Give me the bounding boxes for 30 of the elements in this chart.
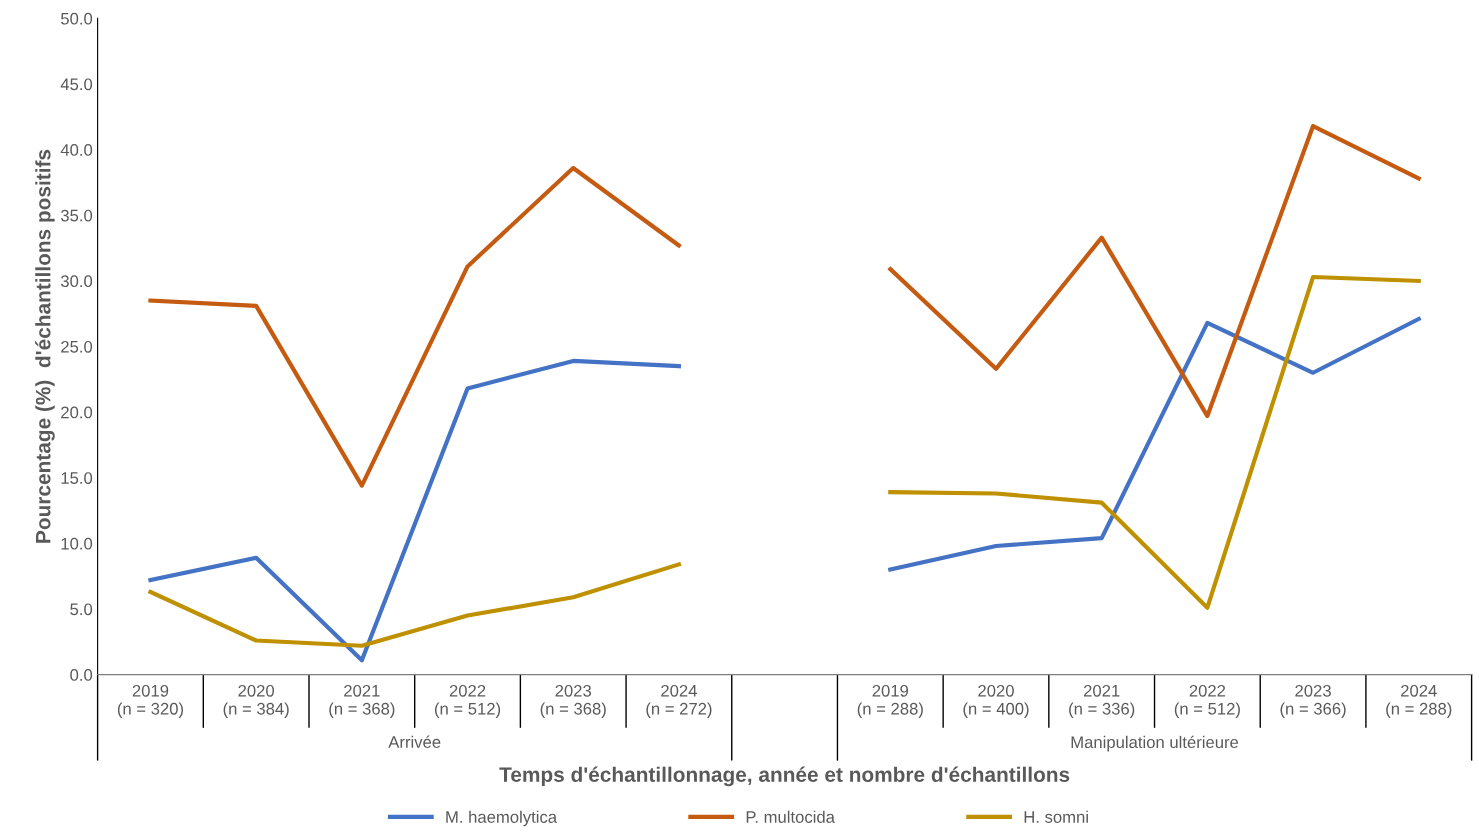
x-tick-label: 2019 (n = 288)	[857, 684, 923, 718]
x-axis-title: Temps d'échantillonnage, année et nombre d'échantillons	[499, 766, 1070, 787]
legend-label: P. multocida	[746, 810, 835, 823]
x-tick-label: 2023 (n = 368)	[540, 684, 606, 718]
y-tick-label: 50.0	[60, 12, 93, 25]
y-tick-label: 0.0	[70, 669, 93, 681]
y-tick-label: 40.0	[60, 144, 93, 156]
x-tick-label: 2022 (n = 512)	[1174, 684, 1240, 718]
y-tick-label: 35.0	[60, 209, 93, 222]
x-tick-label: 2022 (n = 512)	[434, 684, 501, 718]
x-tick-label: 2020 (n = 400)	[963, 684, 1029, 718]
text: Manipulation ultérieure	[1071, 735, 1239, 752]
y-tick-label: 5.0	[70, 603, 93, 616]
x-tick-label: 2024 (n = 272)	[646, 684, 712, 718]
y-tick-label: 30.0	[60, 275, 93, 288]
y-tick-label: 25.0	[61, 340, 93, 353]
y-tick-label: 15.0	[61, 472, 93, 484]
x-tick-label: 2024 (n = 288)	[1386, 684, 1452, 718]
y-tick-label: 20.0	[61, 406, 93, 419]
x-tick-label: 2021 (n = 368)	[329, 684, 395, 718]
x-tick-label: 2020 (n = 384)	[223, 684, 289, 718]
y-tick-label: 10.0	[61, 537, 93, 550]
x-tick-label: 2021 (n = 336)	[1069, 684, 1135, 718]
y-tick-label: 45.0	[60, 78, 93, 91]
y-axis-title: Pourcentage (%) d'échantillons positifs	[35, 149, 55, 543]
legend-label: H. somni	[1024, 810, 1088, 823]
text: Arrivée	[388, 735, 441, 748]
x-tick-label: 2019 (n = 320)	[117, 684, 184, 718]
legend-label: M. haemolytica	[446, 810, 558, 827]
x-tick-label: 2023 (n = 366)	[1280, 684, 1346, 718]
